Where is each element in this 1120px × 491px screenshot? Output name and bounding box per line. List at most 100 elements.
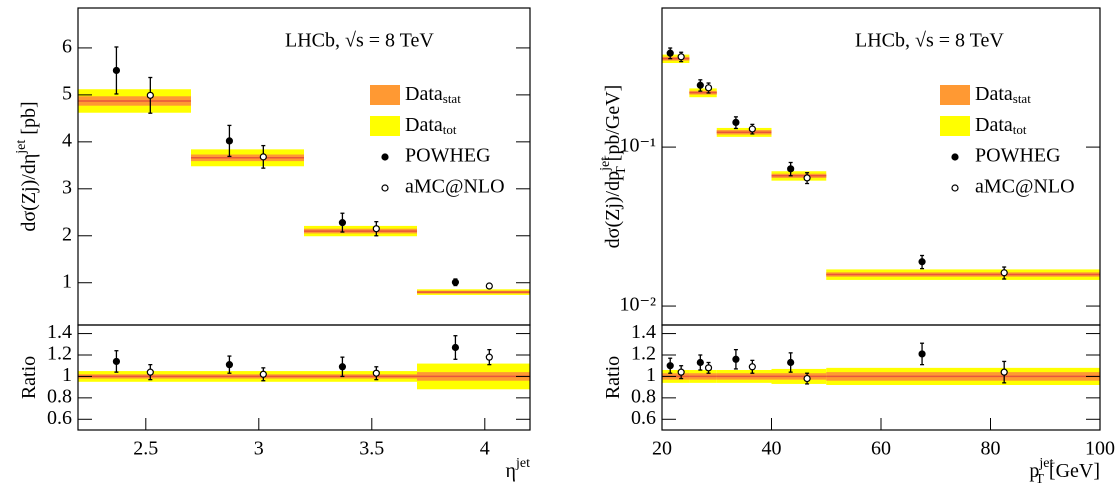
- data-point: [225, 137, 234, 145]
- y-tick-label: 10⁻²: [619, 294, 656, 316]
- legend-marker: [951, 153, 959, 161]
- data-point: [146, 91, 154, 99]
- data-point: [666, 362, 674, 370]
- label-main: Ratio: [18, 356, 40, 399]
- data-point: [748, 363, 756, 371]
- x-tick-label: 80: [981, 438, 1001, 460]
- y-tick-label: 1: [62, 270, 72, 292]
- data-point: [112, 66, 121, 75]
- data-point: [451, 343, 460, 352]
- data-point: [732, 118, 740, 127]
- data-point: [787, 165, 795, 173]
- legend-label: Datastat: [405, 83, 461, 106]
- data-point: [666, 49, 674, 57]
- label-sup: jet: [598, 157, 613, 172]
- legend-swatch: [370, 116, 400, 136]
- legend-label: aMC@NLO: [975, 176, 1075, 198]
- legend-name: Data: [405, 114, 443, 136]
- x-axis-label: ηjet: [506, 456, 531, 481]
- y-tick-label: 2: [62, 223, 72, 245]
- data-point: [372, 369, 380, 377]
- legend-marker: [381, 184, 389, 192]
- x-tick-label: 60: [871, 438, 891, 460]
- legend-name: Data: [975, 114, 1013, 136]
- legend-marker: [951, 184, 959, 192]
- label-sub: T: [1035, 472, 1044, 487]
- data-point: [748, 125, 756, 133]
- data-point: [225, 361, 234, 369]
- x-tick-label: 3: [254, 438, 264, 460]
- x-tick-label: 2.5: [133, 438, 158, 460]
- data-point: [451, 278, 460, 286]
- legend-swatch: [940, 116, 970, 136]
- legend-sub: tot: [443, 122, 457, 137]
- label-sup: jet: [515, 456, 530, 471]
- data-point: [696, 81, 704, 89]
- y-tick-label: 0.6: [631, 407, 656, 429]
- data-point: [732, 355, 740, 363]
- y-tick-label: 0.8: [631, 385, 656, 407]
- label-sup: jet: [14, 140, 29, 155]
- label-main: p: [1029, 460, 1039, 482]
- data-point: [677, 368, 685, 376]
- data-point: [485, 353, 493, 361]
- data-point: [696, 358, 704, 367]
- data-point: [372, 225, 380, 233]
- data-point: [677, 53, 685, 61]
- data-point: [259, 370, 267, 378]
- legend-swatch: [940, 85, 970, 105]
- y-axis-label: Ratio: [18, 356, 40, 399]
- label-main: η: [506, 460, 516, 482]
- data-point: [338, 363, 347, 371]
- label-main: Ratio: [602, 356, 624, 399]
- data-point: [704, 364, 713, 372]
- label-unit: [pb]: [18, 101, 40, 134]
- y-tick-label: 6: [62, 36, 72, 58]
- data-point: [704, 84, 713, 92]
- data-point: [803, 174, 811, 182]
- legend-label: Datatot: [405, 114, 457, 137]
- legend-marker: [381, 153, 389, 161]
- y-tick-label: 1.4: [631, 321, 656, 343]
- plot-frame: [77, 324, 531, 431]
- legend-sub: tot: [1013, 122, 1027, 137]
- legend-sub: stat: [1013, 91, 1031, 106]
- data-point: [918, 258, 926, 266]
- y-axis-label: dσ(Zj)/dηjet [pb]: [14, 101, 39, 231]
- label-main: dσ(Zj)/dη: [18, 154, 40, 232]
- x-tick-label: 100: [1085, 438, 1115, 460]
- y-tick-label: 4: [62, 129, 72, 151]
- legend-label: Datastat: [975, 83, 1031, 106]
- y-tick-label: 0.8: [47, 385, 72, 407]
- y-tick-label: 1.2: [47, 343, 72, 365]
- data-point: [259, 153, 267, 161]
- label-sup: jet: [1038, 456, 1053, 471]
- annotation: LHCb, √s = 8 TeV: [855, 30, 1004, 52]
- y-axis-label: dσ(Zj)/dpjetT [pb/GeV]: [598, 85, 629, 249]
- legend-sub: stat: [443, 91, 461, 106]
- y-tick-label: 10⁻¹: [619, 135, 656, 157]
- y-tick-label: 0.6: [47, 407, 72, 429]
- y-tick-label: 5: [62, 82, 72, 104]
- label-unit: [GeV]: [1049, 460, 1100, 482]
- legend-name: Data: [975, 83, 1013, 105]
- y-tick-label: 1.2: [631, 343, 656, 365]
- y-tick-label: 3: [62, 176, 72, 198]
- label-main: dσ(Zj)/dp: [602, 171, 624, 248]
- y-axis-label: Ratio: [602, 356, 624, 399]
- y-tick-label: 1.4: [47, 321, 72, 343]
- data-point: [918, 350, 926, 358]
- data-point: [146, 368, 154, 376]
- legend-label: aMC@NLO: [405, 176, 505, 198]
- data-point: [112, 357, 121, 366]
- legend-label: Datatot: [975, 114, 1027, 137]
- legend-label: POWHEG: [405, 145, 491, 167]
- label-unit: [pb/GeV]: [602, 85, 624, 162]
- data-point: [1000, 269, 1008, 277]
- data-point: [787, 358, 795, 367]
- x-tick-label: 20: [652, 438, 672, 460]
- data-point: [803, 374, 811, 383]
- data-point: [338, 219, 347, 227]
- data-point: [1000, 368, 1008, 376]
